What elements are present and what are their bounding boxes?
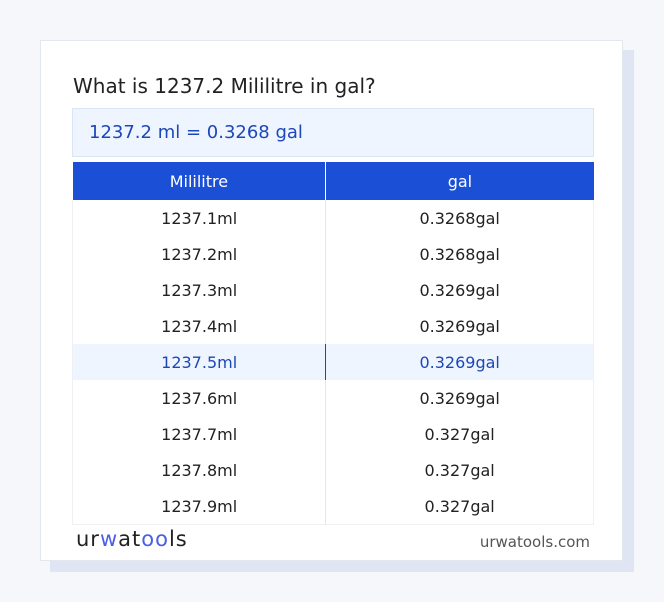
ml-cell: 1237.8ml [72,452,327,488]
page-title: What is 1237.2 Mililitre in gal? [73,74,376,98]
table-row: 1237.2ml 0.3268gal [72,236,594,272]
table-row: 1237.7ml 0.327gal [72,416,594,452]
table-row: 1237.9ml 0.327gal [72,488,594,525]
conversion-table: Mililitre gal 1237.1ml 0.3268gal 1237.2ml 0… [72,162,594,525]
result-box: 1237.2 ml = 0.3268 gal [72,108,594,157]
gal-cell: 0.3269gal [419,316,500,336]
site-link[interactable]: urwatools.com [479,533,590,551]
table-row: 1237.4ml 0.3269gal [72,308,594,344]
table-row: 1237.8ml 0.327gal [72,452,594,488]
gal-cell: 0.327gal [424,496,495,516]
table-row: 1237.6ml 0.3269gal [72,380,594,416]
gal-cell: 0.3268gal [419,244,500,264]
ml-cell: 1237.6ml [72,380,327,416]
header-ml: Mililitre [72,162,327,200]
converter-card: What is 1237.2 Mililitre in gal? 1237.2 … [40,40,623,561]
gal-cell: 0.327gal [424,424,495,444]
table-row: 1237.3ml 0.3269gal [72,272,594,308]
table-row: 1237.5ml 0.3269gal [72,344,594,380]
ml-cell: 1237.2ml [72,236,327,272]
ml-cell: 1237.3ml [72,272,327,308]
gal-cell: 0.3269gal [419,280,500,300]
header-gal: gal [325,162,594,200]
gal-cell: 0.3269gal [325,344,594,380]
table-row: 1237.1ml 0.3268gal [72,200,594,236]
gal-cell: 0.327gal [424,460,495,480]
ml-cell: 1237.1ml [72,200,327,236]
ml-cell: 1237.9ml [72,488,327,525]
gal-cell: 0.3268gal [419,208,500,228]
urwatools-logo[interactable]: urwatools [76,527,188,551]
ml-cell: 1237.7ml [72,416,327,452]
ml-cell: 1237.4ml [72,308,327,344]
gal-cell: 0.3269gal [419,388,500,408]
ml-cell: 1237.5ml [72,344,327,380]
